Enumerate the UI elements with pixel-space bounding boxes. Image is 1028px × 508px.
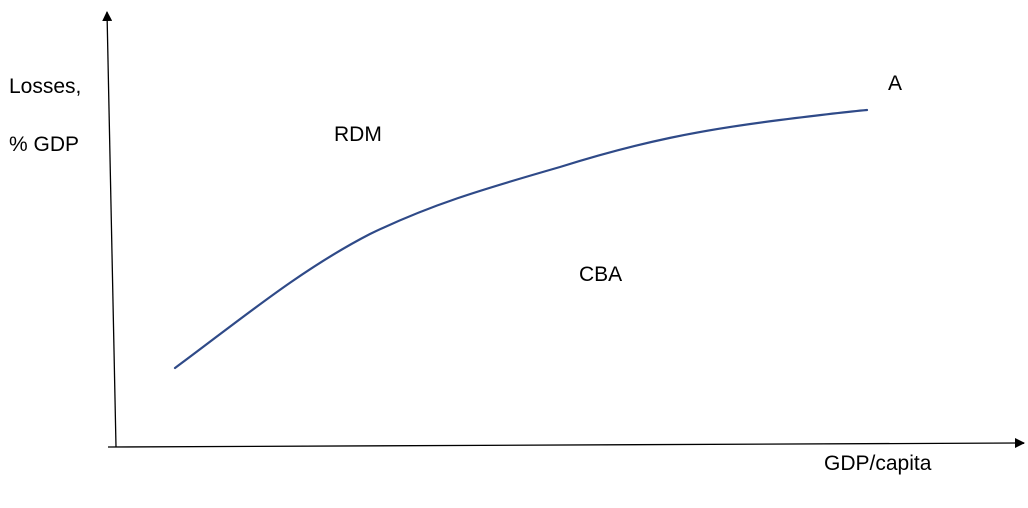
- region-label-rdm: RDM: [334, 123, 382, 146]
- y-axis-label-line1: Losses,: [9, 75, 82, 98]
- y-axis: [102, 11, 117, 448]
- y-axis-label-line2: % GDP: [9, 133, 80, 156]
- curve-end-label: A: [888, 72, 903, 95]
- boundary-curve: [173, 108, 869, 370]
- x-axis-label: GDP/capita: [824, 452, 932, 475]
- x-axis: [107, 438, 1025, 449]
- region-label-cba: CBA: [579, 263, 623, 286]
